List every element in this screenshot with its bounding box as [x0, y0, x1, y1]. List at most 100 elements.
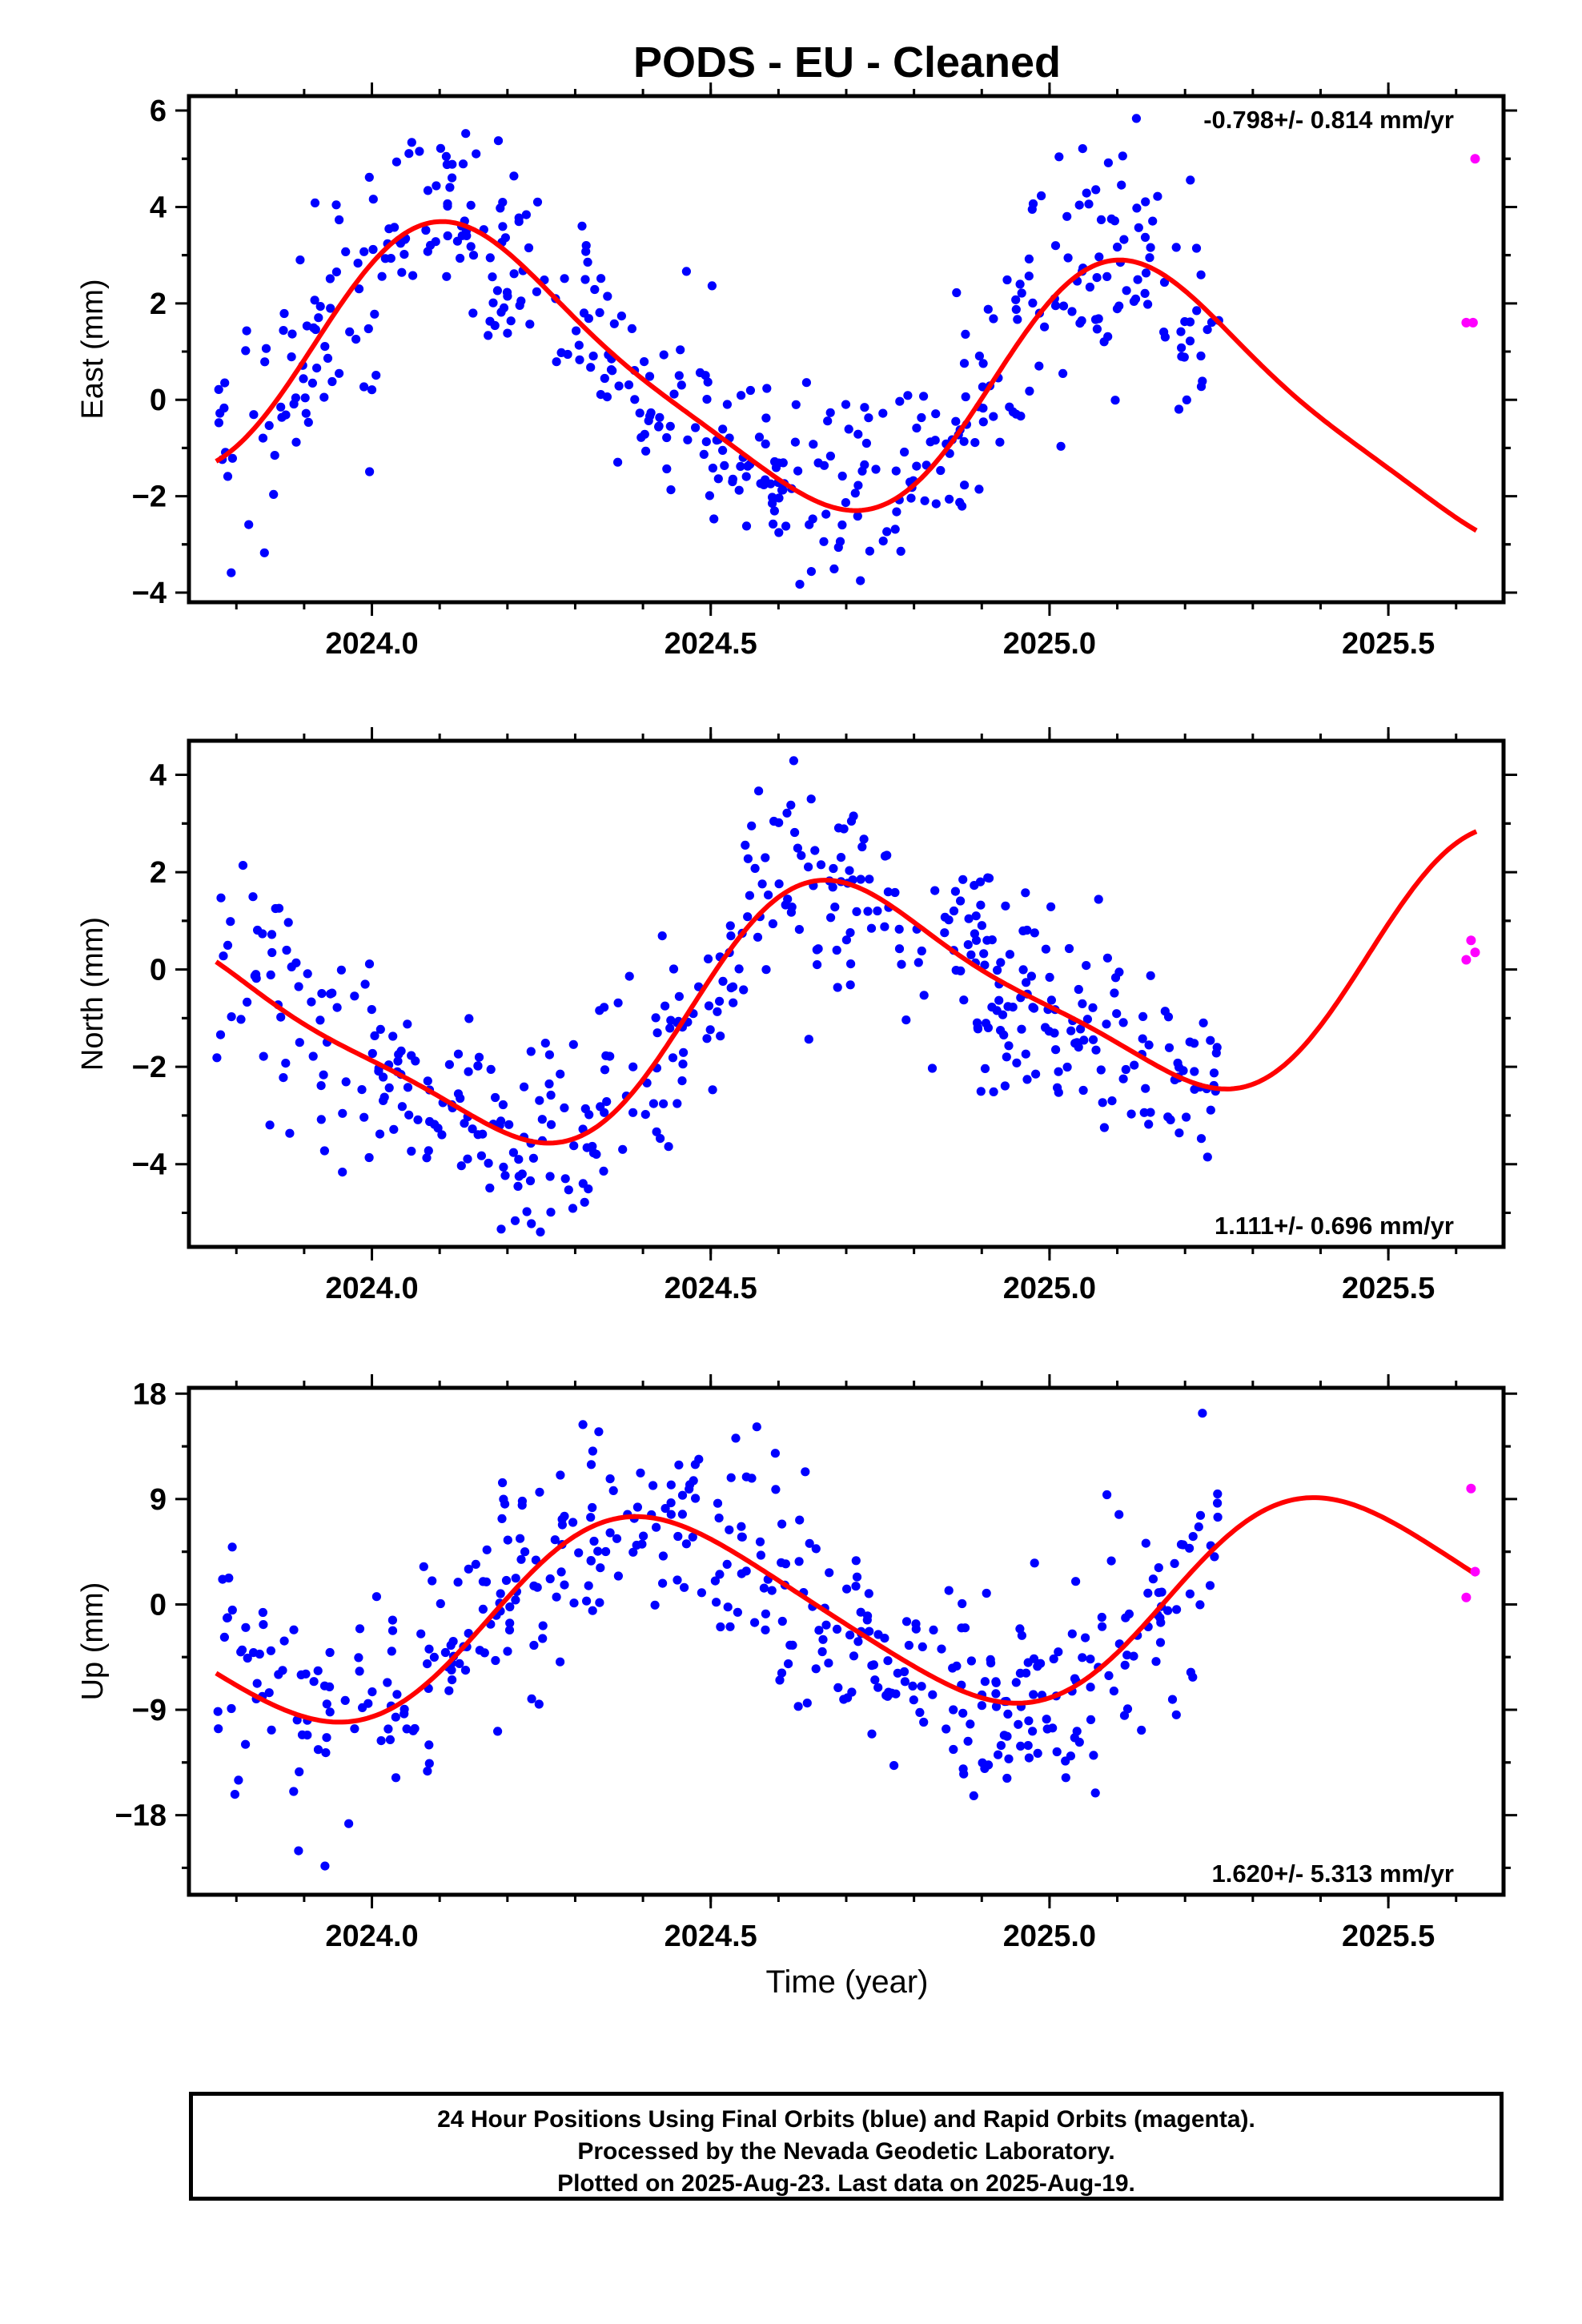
final-point — [662, 432, 672, 443]
final-point — [814, 1626, 824, 1635]
final-point — [550, 1535, 560, 1545]
final-point — [583, 257, 592, 267]
final-point — [521, 210, 532, 219]
final-point — [849, 1651, 859, 1661]
final-point — [419, 1562, 428, 1571]
final-point — [488, 298, 498, 308]
final-point — [270, 451, 279, 460]
final-point — [335, 215, 344, 225]
final-point — [860, 403, 869, 412]
y-tick-label: 0 — [150, 384, 167, 417]
final-point — [1122, 1704, 1133, 1714]
final-point — [1061, 1756, 1070, 1766]
final-point — [991, 1702, 1002, 1711]
final-point — [1148, 216, 1158, 226]
final-orbit-points — [213, 1409, 1223, 1871]
final-point — [786, 800, 796, 810]
final-point — [524, 243, 534, 253]
final-point — [685, 1484, 694, 1494]
final-point — [227, 1542, 237, 1552]
final-point — [1091, 1045, 1101, 1055]
final-point — [509, 269, 519, 279]
final-point — [761, 439, 770, 449]
final-point — [994, 995, 1004, 1005]
final-point — [904, 1640, 913, 1651]
final-point — [845, 866, 854, 875]
final-point — [1018, 926, 1028, 935]
final-point — [423, 186, 433, 195]
y-tick-label: 4 — [150, 191, 167, 224]
final-point — [1078, 144, 1087, 154]
final-point — [817, 1647, 827, 1657]
final-point — [568, 1204, 578, 1213]
final-point — [1179, 352, 1189, 362]
final-point — [1004, 1041, 1014, 1051]
final-point — [704, 954, 713, 963]
final-point — [1129, 1651, 1138, 1661]
final-point — [1198, 376, 1207, 386]
final-point — [745, 385, 756, 396]
final-point — [1028, 298, 1038, 308]
final-point — [873, 1630, 883, 1639]
final-point — [422, 1153, 432, 1163]
final-point — [811, 1544, 821, 1554]
final-point — [368, 195, 378, 204]
final-point — [601, 1546, 611, 1557]
final-point — [458, 159, 468, 169]
final-point — [534, 1699, 544, 1709]
final-point — [823, 416, 833, 426]
final-point — [897, 959, 906, 969]
final-point — [739, 985, 749, 995]
final-point — [481, 1577, 492, 1586]
final-point — [894, 924, 904, 934]
final-point — [709, 514, 719, 524]
final-point — [863, 1611, 873, 1621]
final-point — [1012, 1058, 1022, 1068]
final-point — [424, 1759, 434, 1768]
final-point — [370, 309, 379, 319]
final-point — [466, 242, 476, 251]
final-point — [859, 834, 869, 844]
final-point — [392, 1690, 402, 1699]
final-point — [983, 304, 993, 314]
final-point — [474, 1052, 484, 1062]
final-point — [600, 1065, 610, 1075]
final-point — [928, 1690, 938, 1699]
final-point — [752, 1422, 761, 1432]
final-point — [1110, 988, 1119, 998]
final-point — [602, 392, 612, 402]
final-point — [856, 1607, 865, 1617]
plot-frame — [187, 738, 1506, 1249]
final-point — [455, 1659, 464, 1668]
final-point — [354, 1653, 363, 1663]
final-point — [784, 1659, 793, 1669]
final-point — [538, 1621, 548, 1630]
final-point — [590, 284, 600, 295]
final-point — [1133, 275, 1142, 284]
x-tick-label: 2024.0 — [325, 1272, 418, 1305]
final-point — [605, 1474, 615, 1484]
final-point — [1139, 1108, 1149, 1117]
final-point — [768, 499, 777, 509]
final-point — [546, 1090, 556, 1100]
final-point — [215, 1030, 226, 1039]
final-point — [327, 376, 337, 387]
final-point — [283, 918, 293, 927]
final-point — [502, 287, 512, 297]
final-point — [1092, 324, 1102, 334]
final-point — [1045, 972, 1054, 982]
final-point — [1098, 1622, 1107, 1631]
final-point — [453, 1049, 464, 1059]
final-point — [995, 437, 1005, 447]
final-point — [255, 1649, 264, 1659]
final-point — [851, 1556, 861, 1566]
final-point — [1119, 235, 1129, 244]
final-point — [737, 1532, 747, 1542]
final-point — [884, 1687, 893, 1697]
final-point — [1031, 1069, 1041, 1079]
final-point — [958, 1598, 967, 1609]
final-point — [1094, 895, 1103, 904]
final-point — [1023, 1741, 1033, 1751]
final-point — [901, 606, 909, 615]
final-point — [771, 463, 781, 472]
